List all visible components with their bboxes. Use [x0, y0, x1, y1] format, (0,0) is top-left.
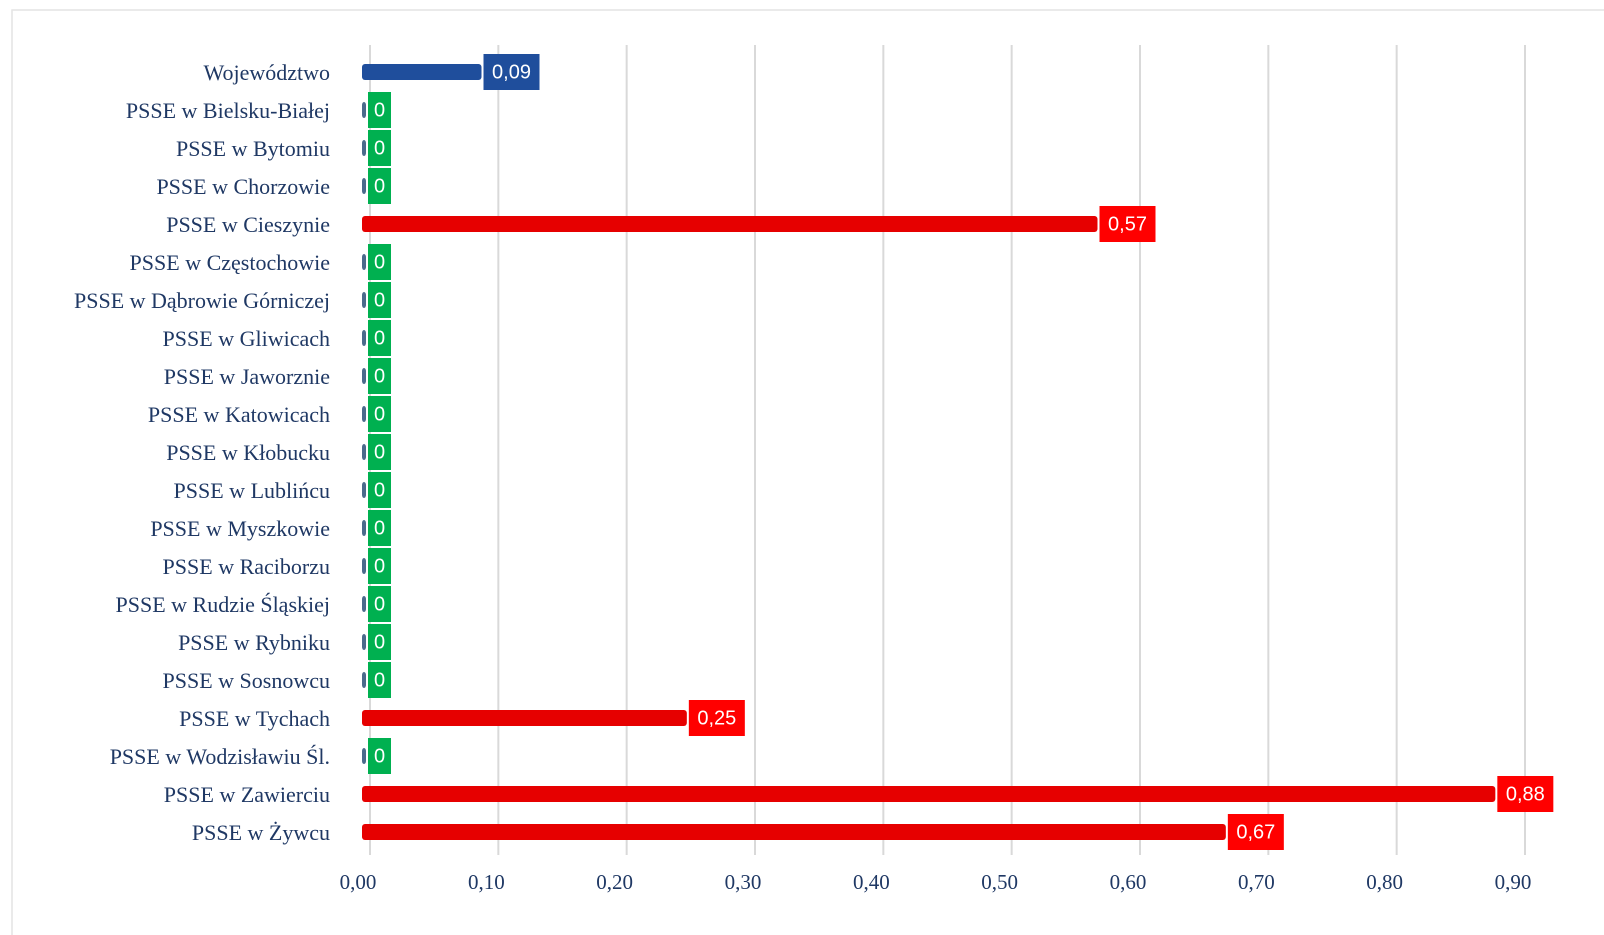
value-label: 0: [374, 365, 385, 387]
category-label: PSSE w Lublińcu: [174, 478, 330, 503]
category-label: PSSE w Rudzie Śląskiej: [115, 592, 330, 617]
value-label-box: [1099, 206, 1156, 242]
x-tick-label: 0,90: [1495, 870, 1532, 894]
x-tick-label: 0,50: [981, 870, 1018, 894]
bar: [362, 178, 366, 194]
bar: [362, 140, 366, 156]
bar: [362, 558, 366, 574]
value-label: 0: [374, 403, 385, 425]
value-label: 0,67: [1236, 821, 1275, 843]
value-label: 0: [374, 745, 385, 767]
category-label: PSSE w Katowicach: [148, 402, 330, 427]
category-label: PSSE w Żywcu: [192, 820, 330, 845]
chart-frame: [11, 9, 1604, 935]
x-tick-label: 0,80: [1366, 870, 1403, 894]
category-label: PSSE w Raciborzu: [163, 554, 330, 579]
value-label: 0,88: [1506, 783, 1545, 805]
value-label-box: [368, 548, 391, 584]
value-label-box: [483, 54, 540, 90]
value-label-box: [368, 662, 391, 698]
category-label: PSSE w Częstochowie: [130, 250, 330, 275]
bar: [362, 710, 687, 726]
value-label: 0: [374, 441, 385, 463]
value-label: 0: [374, 555, 385, 577]
bar: [362, 748, 366, 764]
value-label-box: [368, 320, 391, 356]
value-label-box: [368, 624, 391, 660]
value-label: 0: [374, 631, 385, 653]
bar: [362, 672, 366, 688]
value-label-box: [368, 282, 391, 318]
x-tick-label: 0,60: [1110, 870, 1147, 894]
value-label-box: [368, 358, 391, 394]
bar: [362, 254, 366, 270]
category-label: PSSE w Gliwicach: [163, 326, 330, 351]
category-label: PSSE w Myszkowie: [150, 516, 330, 541]
value-label-box: [368, 168, 391, 204]
bar: [362, 292, 366, 308]
bar: [362, 824, 1226, 840]
value-label: 0: [374, 669, 385, 691]
bar: [362, 216, 1098, 232]
category-label: PSSE w Chorzowie: [156, 174, 330, 199]
value-label-box: [368, 396, 391, 432]
category-label: PSSE w Zawierciu: [164, 782, 330, 807]
value-label-box: [368, 510, 391, 546]
value-label: 0: [374, 175, 385, 197]
value-label-box: [688, 700, 745, 736]
bar: [362, 444, 366, 460]
value-label-box: [1227, 814, 1284, 850]
bar: [362, 482, 366, 498]
value-label: 0: [374, 593, 385, 615]
value-label-box: [368, 586, 391, 622]
category-label: PSSE w Cieszynie: [166, 212, 330, 237]
x-tick-label: 0,10: [468, 870, 505, 894]
value-label: 0: [374, 289, 385, 311]
value-label: 0: [374, 251, 385, 273]
value-label: 0: [374, 327, 385, 349]
value-label: 0: [374, 517, 385, 539]
category-label: PSSE w Dąbrowie Górniczej: [74, 288, 330, 313]
value-label-box: [368, 738, 391, 774]
value-label: 0: [374, 99, 385, 121]
value-label-box: [368, 244, 391, 280]
category-label: PSSE w Bielsku-Białej: [126, 98, 330, 123]
value-label-box: [368, 92, 391, 128]
category-label: PSSE w Rybniku: [178, 630, 330, 655]
value-label: 0,57: [1108, 213, 1147, 235]
value-label-box: [368, 434, 391, 470]
value-label-box: [368, 472, 391, 508]
category-label: PSSE w Sosnowcu: [163, 668, 330, 693]
value-label: 0: [374, 479, 385, 501]
bar: [362, 520, 366, 536]
category-label: PSSE w Wodzisławiu Śl.: [110, 744, 330, 769]
value-label: 0: [374, 137, 385, 159]
bar: [362, 368, 366, 384]
x-tick-label: 0,00: [340, 870, 377, 894]
x-tick-label: 0,20: [596, 870, 633, 894]
bar: [362, 634, 366, 650]
value-label: 0,25: [697, 707, 736, 729]
category-label: PSSE w Jaworznie: [164, 364, 330, 389]
x-tick-label: 0,40: [853, 870, 890, 894]
value-label-box: [1497, 776, 1554, 812]
category-label: PSSE w Kłobucku: [166, 440, 330, 465]
bar: [362, 786, 1496, 802]
x-tick-label: 0,70: [1238, 870, 1275, 894]
bar: [362, 406, 366, 422]
bar: [362, 64, 482, 80]
category-label: Województwo: [203, 60, 330, 85]
category-label: PSSE w Bytomiu: [176, 136, 330, 161]
value-label-box: [368, 130, 391, 166]
bar: [362, 596, 366, 612]
bar: [362, 102, 366, 118]
value-label: 0,09: [492, 61, 531, 83]
category-label: PSSE w Tychach: [179, 706, 330, 731]
x-tick-label: 0,30: [725, 870, 762, 894]
bar: [362, 330, 366, 346]
